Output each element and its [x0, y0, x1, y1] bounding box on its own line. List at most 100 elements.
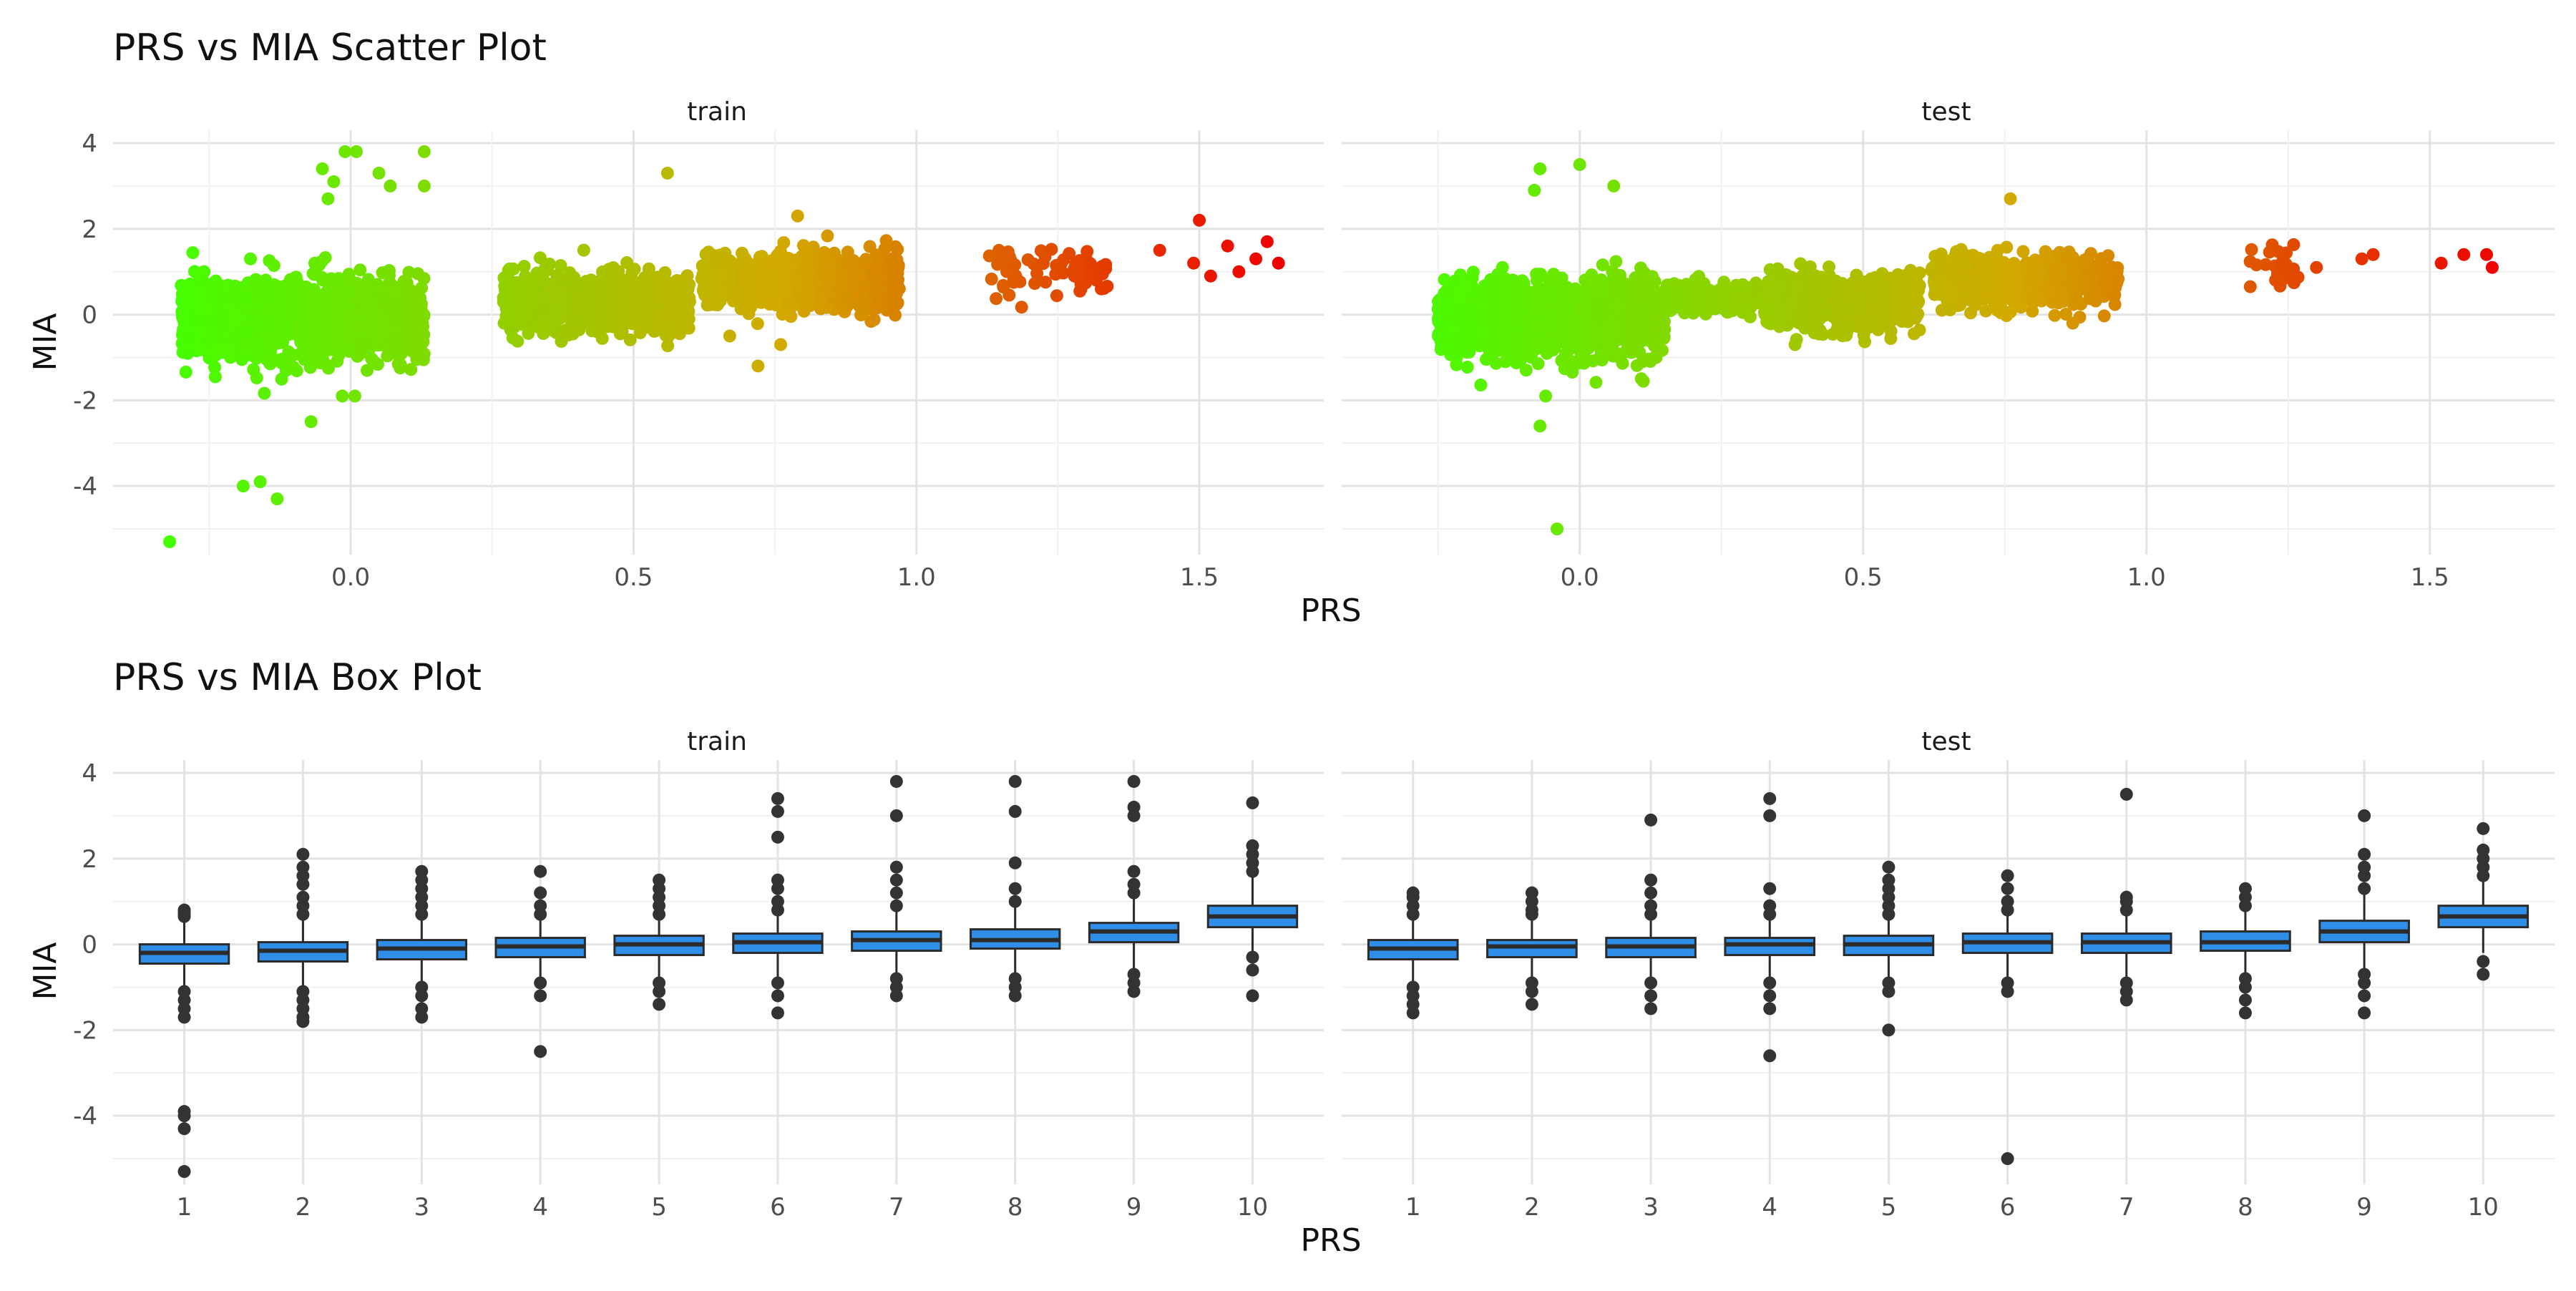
scatter-point: [667, 296, 680, 309]
scatter-point: [821, 230, 834, 243]
scatter-point: [373, 167, 386, 180]
scatter-point: [999, 253, 1012, 266]
scatter-point: [1511, 349, 1524, 362]
scatter-point: [577, 244, 590, 257]
scatter-point: [361, 364, 374, 377]
scatter-point: [1555, 315, 1568, 328]
scatter-point: [231, 313, 244, 326]
scatter-train-points: [163, 145, 1285, 548]
scatter-point: [1085, 268, 1098, 281]
scatter-point: [414, 304, 426, 317]
scatter-point: [388, 346, 401, 359]
scatter-point: [1596, 258, 1609, 271]
scatter-point: [696, 259, 709, 272]
scatter-point: [1545, 301, 1558, 313]
scatter-point: [677, 280, 690, 293]
scatter-point: [791, 210, 804, 223]
scatter-point: [354, 347, 367, 360]
scatter-point: [576, 289, 589, 302]
scatter-point: [385, 295, 398, 308]
scatter-point: [327, 175, 340, 188]
scatter-point: [263, 254, 275, 267]
scatter-point: [620, 256, 633, 269]
scatter-point: [1636, 288, 1649, 301]
scatter-point: [1528, 328, 1541, 341]
scatter-point: [1453, 317, 1466, 330]
scatter-point: [1611, 347, 1624, 360]
scatter-point: [1610, 301, 1623, 313]
scatter-point: [1028, 277, 1041, 290]
scatter-point: [889, 283, 902, 296]
scatter-point: [1585, 282, 1598, 295]
scatter-point: [708, 249, 721, 262]
scatter-point: [1442, 336, 1455, 349]
scatter-point: [990, 292, 1002, 305]
scatter-point: [259, 273, 272, 286]
scatter-point: [308, 257, 321, 270]
scatter-point: [703, 275, 716, 288]
scatter-point: [1495, 303, 1508, 316]
scatter-point: [1075, 283, 1088, 296]
scatter-point: [396, 296, 409, 309]
scatter-point: [1589, 376, 1602, 389]
scatter-point: [613, 272, 625, 285]
scatter-point: [341, 340, 353, 353]
scatter-point: [796, 291, 809, 304]
scatter-point: [888, 272, 901, 285]
scatter-point: [630, 299, 643, 312]
scatter-point: [417, 328, 430, 341]
scatter-point: [1045, 243, 1058, 255]
scatter-point: [336, 389, 348, 402]
scatter-point: [250, 344, 263, 356]
scatter-point: [1633, 334, 1646, 347]
scatter-point: [1474, 379, 1487, 391]
scatter-point: [182, 331, 195, 344]
scatter-point: [859, 253, 872, 265]
scatter-point: [1594, 351, 1606, 364]
scatter-point: [661, 167, 674, 180]
scatter-point: [819, 269, 831, 282]
scatter-point: [384, 180, 396, 193]
scatter-point: [594, 324, 607, 337]
scatter-test-points: [1432, 158, 2499, 535]
scatter-point: [1491, 268, 1504, 281]
scatter-point: [305, 415, 318, 428]
scatter-point: [1634, 261, 1647, 274]
scatter-point: [1553, 327, 1566, 340]
scatter-point: [205, 290, 218, 303]
scatter-point: [1069, 258, 1082, 271]
scatter-point: [1609, 255, 1622, 268]
scatter-point: [1506, 311, 1518, 323]
scatter-point: [553, 302, 566, 315]
scatter-point: [1232, 265, 1245, 278]
scatter-point: [983, 250, 996, 263]
scatter-point: [404, 363, 417, 376]
scatter-point: [1443, 297, 1456, 310]
scatter-point: [1514, 285, 1527, 298]
scatter-point: [180, 293, 192, 306]
scatter-point: [802, 280, 815, 293]
scatter-point: [1567, 356, 1580, 369]
scatter-point: [1598, 307, 1611, 320]
scatter-point: [1153, 244, 1166, 257]
scatter-point: [1015, 301, 1028, 313]
scatter-point: [765, 286, 778, 298]
scatter-point: [1461, 361, 1474, 374]
scatter-point: [798, 263, 811, 276]
scatter-point: [726, 266, 738, 279]
scatter-point: [543, 258, 556, 271]
scatter-point: [343, 315, 356, 328]
scatter-point: [163, 535, 176, 548]
scatter-point: [1261, 235, 1274, 248]
scatter-point: [1530, 268, 1543, 281]
scatter-point: [1534, 341, 1547, 354]
scatter-point: [1472, 326, 1485, 338]
scatter-point: [1193, 214, 1206, 227]
scatter-point: [736, 247, 748, 260]
scatter-point: [1221, 240, 1234, 253]
scatter-point: [261, 342, 274, 355]
scatter-point: [274, 286, 287, 298]
scatter-point: [610, 299, 623, 312]
scatter-point: [612, 313, 625, 326]
